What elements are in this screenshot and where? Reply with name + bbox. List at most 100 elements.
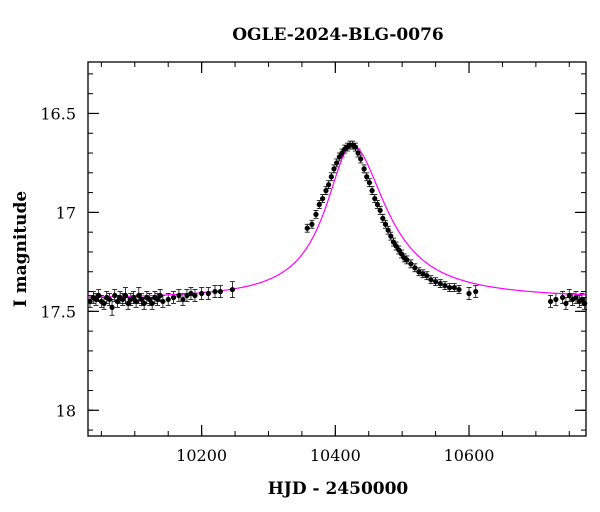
data-point xyxy=(212,288,218,295)
data-point xyxy=(109,304,115,310)
data-point xyxy=(320,195,326,202)
data-point xyxy=(364,174,370,180)
data-point xyxy=(339,150,345,156)
data-point xyxy=(456,286,462,293)
data-point xyxy=(309,221,315,227)
data-point xyxy=(120,296,126,303)
x-tick-label: 10200 xyxy=(176,446,227,465)
plot-frame xyxy=(87,61,587,437)
y-tick-label: 16.5 xyxy=(40,104,76,123)
data-point xyxy=(136,292,142,299)
x-tick-label: 10400 xyxy=(310,446,361,465)
data-point xyxy=(466,290,472,297)
data-point xyxy=(316,201,322,208)
data-point xyxy=(101,300,107,307)
x-tick-label: 10600 xyxy=(444,446,495,465)
data-point xyxy=(388,233,394,239)
y-tick-label: 18 xyxy=(56,401,76,420)
data-point xyxy=(573,294,579,301)
data-point xyxy=(199,290,205,297)
data-point xyxy=(385,227,391,233)
data-point xyxy=(428,277,434,283)
data-point xyxy=(125,300,131,307)
data-point xyxy=(380,215,386,221)
chart-title: OGLE-2024-BLG-0076 xyxy=(232,25,444,45)
data-point xyxy=(154,296,161,303)
data-point xyxy=(442,283,448,289)
data-point xyxy=(396,247,402,253)
data-point xyxy=(304,225,310,231)
data-point xyxy=(366,180,373,186)
data-point xyxy=(176,292,182,299)
data-point xyxy=(372,195,378,202)
data-point xyxy=(382,221,389,227)
data-point xyxy=(369,188,375,194)
data-point xyxy=(138,296,145,303)
major-ticks xyxy=(88,62,586,436)
data-point xyxy=(374,201,381,208)
minor-ticks xyxy=(88,62,586,436)
data-point xyxy=(229,286,235,293)
data-point xyxy=(582,300,588,307)
data-point xyxy=(393,243,399,249)
y-tick-label: 17 xyxy=(56,203,76,222)
data-point xyxy=(420,271,426,277)
data-point xyxy=(157,292,163,299)
data-point xyxy=(336,154,342,160)
data-point xyxy=(547,298,554,305)
error-bars xyxy=(87,140,588,316)
data-point xyxy=(473,288,479,295)
y-axis-label: I magnitude xyxy=(11,191,31,308)
data-point xyxy=(217,288,223,295)
data-point xyxy=(149,300,155,307)
data-point xyxy=(412,265,418,271)
data-point xyxy=(437,281,443,287)
x-axis-label: HJD - 2450000 xyxy=(268,479,409,499)
data-point xyxy=(361,166,367,172)
data-point xyxy=(96,292,102,299)
data-point xyxy=(416,269,422,275)
data-point xyxy=(188,290,194,297)
data-point xyxy=(358,156,364,162)
data-point xyxy=(377,207,383,214)
data-point xyxy=(106,296,112,303)
data-point xyxy=(192,292,198,299)
data-point xyxy=(323,188,329,194)
data-point xyxy=(563,300,569,307)
data-point xyxy=(328,174,334,180)
data-point xyxy=(133,298,139,305)
data-point xyxy=(130,294,137,301)
y-tick-labels: 16.5 17 17.5 18 xyxy=(40,104,76,420)
data-point xyxy=(404,257,410,263)
model-curve xyxy=(87,144,586,298)
data-point xyxy=(398,251,405,257)
data-point xyxy=(184,292,190,299)
data-point xyxy=(331,166,337,172)
data-point xyxy=(205,290,211,297)
data-point xyxy=(560,294,566,301)
data-point xyxy=(122,292,129,299)
data-point xyxy=(432,279,439,285)
data-point xyxy=(114,298,121,305)
data-point xyxy=(160,298,166,305)
data-point xyxy=(112,292,118,299)
data-point xyxy=(579,296,585,303)
data-point xyxy=(141,300,147,307)
data-point xyxy=(447,284,453,291)
data-point xyxy=(87,298,93,305)
data-point xyxy=(451,284,457,291)
data-points xyxy=(87,142,588,310)
data-point xyxy=(170,294,177,301)
data-point xyxy=(146,296,153,303)
y-tick-label: 17.5 xyxy=(40,302,76,321)
data-point xyxy=(553,296,559,303)
data-point xyxy=(165,296,171,303)
data-point xyxy=(313,211,319,217)
data-point xyxy=(334,160,340,166)
data-point xyxy=(408,261,414,267)
data-point xyxy=(355,150,361,156)
x-tick-labels: 10200 10400 10600 xyxy=(176,446,494,465)
data-point xyxy=(180,296,186,303)
data-point xyxy=(424,273,430,279)
